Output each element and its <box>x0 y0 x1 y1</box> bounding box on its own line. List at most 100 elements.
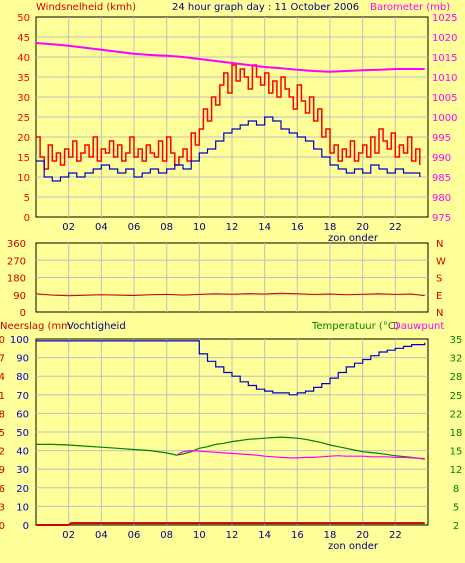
wind-baro-hour-label: 20 <box>356 222 369 233</box>
wind-baro-hour-label: 04 <box>95 222 108 233</box>
barometer-tick-label: 1015 <box>432 53 457 64</box>
wind-tick-label: 30 <box>17 93 30 104</box>
barometer-title: Barometer (mb) <box>370 2 450 13</box>
temperature-tick-label: 28 <box>450 372 463 383</box>
barometer-axis-ticks: 975 980 985 990 995 1000 1005 1010 1015 1020 1025 <box>432 13 457 224</box>
rain-tick-label: 9 <box>0 465 5 476</box>
wind-baro-xaxis-ticks: 02 04 06 08 10 12 14 16 18 20 22 <box>62 222 401 233</box>
rain-humidity-temp-hour-label: 14 <box>258 530 271 541</box>
compass-label: W <box>436 256 446 267</box>
humidity-tick-label: 60 <box>16 409 29 420</box>
direction-grid <box>36 243 428 312</box>
rain-humidity-temp-hour-label: 10 <box>193 530 206 541</box>
rain-tick-label: 30 <box>0 335 5 346</box>
rain-title: Neerslag (mm <box>0 321 71 332</box>
humidity-tick-label: 30 <box>16 465 29 476</box>
wind-tick-label: 25 <box>17 113 30 124</box>
wind-tick-label: 0 <box>24 213 30 224</box>
barometer-tick-label: 1005 <box>432 93 457 104</box>
humidity-title: Vochtigheid <box>67 321 126 332</box>
dewpoint-title: Dauwpunt <box>393 321 444 332</box>
temperature-tick-label: 15 <box>450 447 463 458</box>
barometer-tick-label: 980 <box>432 193 451 204</box>
humidity-tick-label: 90 <box>16 354 29 365</box>
temperature-tick-label: 35 <box>450 335 463 346</box>
wind-baro-hour-label: 08 <box>160 222 173 233</box>
humidity-axis-ticks: 0 10 20 30 40 50 60 70 80 90 100 <box>10 335 29 532</box>
direction-series <box>35 292 425 297</box>
temperature-tick-label: 8 <box>453 484 459 495</box>
wind-baro-hour-label: 16 <box>291 222 304 233</box>
barometer-tick-label: 990 <box>432 153 451 164</box>
humidity-tick-label: 100 <box>10 335 29 346</box>
barometer-tick-label: 985 <box>432 173 451 184</box>
rain-humidity-temp-hour-label: 16 <box>291 530 304 541</box>
humidity-tick-label: 50 <box>16 428 29 439</box>
humidity-tick-label: 70 <box>16 391 29 402</box>
rain-humidity-temp-hour-label: 08 <box>160 530 173 541</box>
direction-tick-label: 90 <box>13 291 26 302</box>
barometer-line <box>35 42 425 73</box>
rain-humidity-temp-series <box>36 340 426 526</box>
dewpoint-line <box>176 449 425 460</box>
wind-tick-label: 35 <box>17 73 30 84</box>
rain-humidity-temp-hour-label: 04 <box>95 530 108 541</box>
wind-baro-hour-label: 02 <box>62 222 75 233</box>
compass-label: N <box>436 239 443 250</box>
wind-baro-hour-label: 22 <box>389 222 402 233</box>
wind-tick-label: 10 <box>17 173 30 184</box>
barometer-tick-label: 1025 <box>432 13 457 24</box>
wind-baro-hour-label: 14 <box>258 222 271 233</box>
wind-sunset-label: zon onder <box>328 233 379 244</box>
direction-line <box>35 292 425 297</box>
compass-label: S <box>436 274 442 285</box>
barometer-tick-label: 1000 <box>432 113 457 124</box>
temperature-tick-label: 18 <box>450 428 463 439</box>
wind-baro-series <box>35 42 425 182</box>
humidity-tick-label: 10 <box>16 502 29 513</box>
direction-tick-label: 360 <box>7 239 26 250</box>
rain-humidity-temp-hour-label: 18 <box>324 530 337 541</box>
rain-humidity-temp-hour-label: 22 <box>389 530 402 541</box>
rain-humidity-temp-hour-label: 12 <box>226 530 239 541</box>
wind-baro-hour-label: 18 <box>324 222 337 233</box>
rain-tick-label: 27 <box>0 354 5 365</box>
barometer-tick-label: 975 <box>432 213 451 224</box>
rain-tick-label: 21 <box>0 391 5 402</box>
rain-tick-label: 3 <box>0 502 5 513</box>
wind-gust-line <box>36 64 421 170</box>
rain-humidity-temp-hour-label: 20 <box>356 530 369 541</box>
wind-baro-hour-label: 06 <box>128 222 141 233</box>
wind-tick-label: 5 <box>24 193 30 204</box>
wind-baro-hour-label: 10 <box>193 222 206 233</box>
direction-axis-ticks: 0 90 180 270 360 <box>7 239 26 319</box>
temperature-tick-label: 32 <box>450 354 463 365</box>
direction-tick-label: 180 <box>7 274 26 285</box>
compass-label: E <box>436 291 442 302</box>
humidity-tick-label: 40 <box>16 447 29 458</box>
rain-axis-ticks: 0 3 6 9 12 15 18 21 24 27 30 <box>0 335 5 532</box>
rain-humidity-temp-hour-label: 02 <box>62 530 75 541</box>
humidity-line <box>36 340 426 396</box>
wind-axis-ticks: 0 5 10 15 20 25 30 35 40 45 50 <box>17 13 30 224</box>
wind-tick-label: 20 <box>17 133 30 144</box>
chart-main-title: 24 hour graph day : 11 October 2006 <box>172 2 359 13</box>
wind-baro-hour-label: 12 <box>226 222 239 233</box>
barometer-tick-label: 1010 <box>432 73 457 84</box>
rain-tick-label: 15 <box>0 428 5 439</box>
humidity-tick-label: 20 <box>16 484 29 495</box>
barometer-tick-label: 995 <box>432 133 451 144</box>
wind-tick-label: 40 <box>17 53 30 64</box>
compass-label: N <box>436 308 443 319</box>
rain-humidity-temp-grid <box>36 339 428 525</box>
wind-tick-label: 15 <box>17 153 30 164</box>
direction-tick-label: 270 <box>7 256 26 267</box>
temperature-tick-label: 25 <box>450 391 463 402</box>
wind-tick-label: 45 <box>17 33 30 44</box>
rain-humidity-temp-hour-label: 06 <box>128 530 141 541</box>
direction-tick-label: 0 <box>20 308 26 319</box>
temperature-title: Temperatuur (°C) <box>311 321 399 332</box>
temperature-tick-label: 5 <box>453 502 459 513</box>
temperature-tick-label: 22 <box>450 409 463 420</box>
